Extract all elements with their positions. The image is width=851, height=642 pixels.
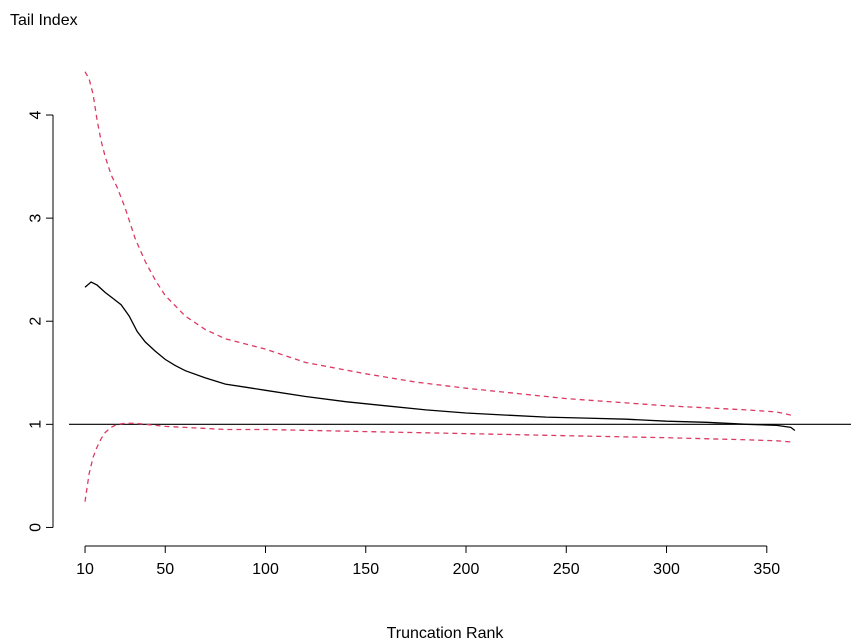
x-axis: 10 50 100 150 200 250 300 350 bbox=[76, 545, 780, 578]
y-tick-label: 4 bbox=[28, 110, 45, 119]
x-tick-label: 100 bbox=[252, 561, 279, 578]
plot-lines bbox=[69, 71, 851, 502]
x-tick-label: 200 bbox=[453, 561, 480, 578]
x-axis-title: Truncation Rank bbox=[387, 625, 505, 642]
lower-bound-line bbox=[84, 422, 791, 502]
x-tick-label: 250 bbox=[553, 561, 580, 578]
y-tick-label: 0 bbox=[28, 523, 45, 532]
x-tick-label: 10 bbox=[76, 561, 94, 578]
y-tick-label: 2 bbox=[28, 317, 45, 326]
x-tick-label: 350 bbox=[753, 561, 780, 578]
x-tick-label: 150 bbox=[352, 561, 379, 578]
upper-bound-line bbox=[84, 71, 791, 416]
y-tick-label: 3 bbox=[28, 214, 45, 223]
y-tick-label: 1 bbox=[28, 420, 45, 429]
estimate-line bbox=[84, 281, 796, 432]
y-axis: 0 1 2 3 4 bbox=[28, 110, 54, 532]
x-tick-label: 300 bbox=[653, 561, 680, 578]
y-axis-title: Tail Index bbox=[10, 12, 78, 29]
x-tick-label: 50 bbox=[156, 561, 174, 578]
